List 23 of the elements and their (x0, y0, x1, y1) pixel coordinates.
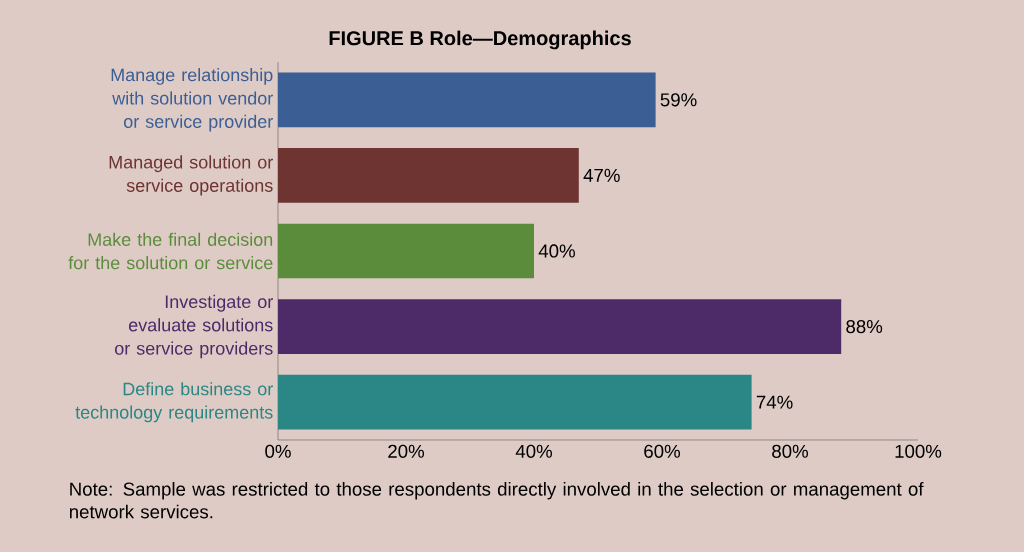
bar (278, 299, 842, 354)
data-label: 59% (660, 93, 697, 107)
data-label: 88% (846, 319, 883, 334)
y-tick-label: Manage relationship with solution vendor or service provider (111, 68, 273, 132)
bar (278, 148, 579, 203)
bar (278, 374, 752, 430)
y-tick-label: Managed solution or service operations (109, 155, 273, 196)
x-tick-label: 80% (772, 444, 809, 458)
x-tick-label: 40% (515, 444, 553, 458)
data-label: 40% (538, 244, 575, 258)
data-label: 47% (583, 168, 620, 182)
x-tick-label: 20% (388, 444, 425, 458)
x-tick-label: 0% (265, 444, 291, 458)
bar (278, 223, 535, 279)
text: Note: Sample was restricted to those respondents directly involved in the selection or management of network services. (69, 482, 924, 519)
chart-title: FIGURE B Role—Demographics (329, 30, 631, 50)
x-tick-label: 60% (644, 444, 681, 458)
data-label: 74% (756, 395, 793, 409)
y-tick-label: Define business or technology requirements (75, 382, 273, 423)
y-tick-label: Make the final decision for the solution or service (68, 232, 273, 270)
x-tick-label: 100% (895, 444, 942, 458)
bar (278, 72, 656, 128)
y-tick-label: Investigate or evaluate solutions or service providers (115, 294, 273, 359)
